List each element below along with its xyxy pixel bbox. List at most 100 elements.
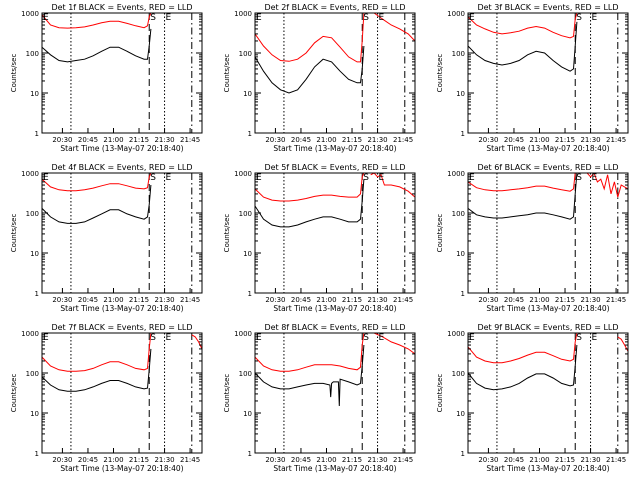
- chart-title: Det 1f BLACK = Events, RED = LLD: [51, 3, 192, 12]
- plot-frame: [254, 172, 416, 294]
- marker-e-label: E: [256, 333, 262, 343]
- marker-s-label: S: [363, 13, 369, 23]
- y-tick-label: 1000: [447, 330, 465, 338]
- series-group: [42, 173, 152, 224]
- series-line-lld: [42, 173, 152, 192]
- plot-frame: [467, 172, 629, 294]
- y-tick-label: 1: [35, 130, 39, 138]
- x-tick-label: 21:15: [129, 456, 149, 464]
- y-tick-label: 100: [452, 50, 465, 58]
- marker-e-label: E: [469, 173, 475, 183]
- chart-title: Det 8f BLACK = Events, RED = LLD: [264, 323, 405, 332]
- y-tick-label: 100: [26, 370, 39, 378]
- x-tick-label: 20:45: [291, 136, 311, 144]
- x-tick-label: 21:30: [154, 296, 174, 304]
- series-line-events: [255, 45, 365, 94]
- x-tick-label: 20:30: [265, 456, 285, 464]
- x-tick-label: 21:45: [180, 456, 200, 464]
- series-line-events: [42, 348, 152, 392]
- x-tick-label: 21:45: [606, 456, 626, 464]
- marker-e-label: E: [379, 13, 385, 23]
- chart-title: Det 7f BLACK = Events, RED = LLD: [51, 323, 192, 332]
- y-tick-label: 100: [452, 370, 465, 378]
- series-line-lld: [255, 333, 365, 372]
- series-line-events: [255, 344, 365, 407]
- x-tick-label: 21:30: [367, 456, 387, 464]
- series-line-lld: [42, 333, 152, 372]
- x-tick-label: 21:45: [180, 136, 200, 144]
- y-tick-label: 10: [243, 90, 252, 98]
- x-tick-label: 21:00: [316, 136, 336, 144]
- x-tick-label: 20:45: [78, 136, 98, 144]
- series-group: [255, 333, 415, 407]
- x-axis-label: Start Time (13-May-07 20:18:40): [486, 464, 609, 473]
- x-tick-label: 20:30: [52, 296, 72, 304]
- marker-e-label: E: [469, 333, 475, 343]
- series-group: [255, 173, 415, 228]
- y-tick-label: 1: [35, 290, 39, 298]
- x-axis-label: Start Time (13-May-07 20:18:40): [60, 144, 183, 153]
- x-tick-label: 21:00: [529, 136, 549, 144]
- x-tick-label: 20:45: [291, 456, 311, 464]
- plot-frame: [467, 12, 629, 134]
- marker-e-label: E: [256, 13, 262, 23]
- y-tick-label: 1: [35, 450, 39, 458]
- x-axis-label: Start Time (13-May-07 20:18:40): [486, 144, 609, 153]
- y-tick-label: 1000: [21, 10, 39, 18]
- y-tick-label: 1000: [21, 170, 39, 178]
- y-tick-label: 10: [30, 250, 39, 258]
- marker-s-label: S: [363, 333, 369, 343]
- chart-title: Det 5f BLACK = Events, RED = LLD: [264, 163, 405, 172]
- x-tick-label: 21:15: [342, 296, 362, 304]
- x-tick-label: 21:30: [580, 456, 600, 464]
- y-tick-label: 10: [243, 410, 252, 418]
- series-line-lld: [255, 173, 365, 202]
- y-tick-label: 10: [456, 410, 465, 418]
- plot-frame: [254, 332, 416, 454]
- x-tick-label: 21:00: [316, 296, 336, 304]
- y-axis-label: Counts/sec: [10, 374, 18, 413]
- y-tick-label: 1000: [234, 10, 252, 18]
- chart-title: Det 6f BLACK = Events, RED = LLD: [477, 163, 618, 172]
- x-tick-label: 20:30: [265, 296, 285, 304]
- x-tick-label: 20:45: [504, 296, 524, 304]
- x-tick-label: 20:30: [478, 296, 498, 304]
- y-axis-label: Counts/sec: [10, 214, 18, 253]
- marker-e-label: E: [166, 173, 172, 183]
- plot-frame: [41, 12, 203, 134]
- y-axis-label: Counts/sec: [10, 54, 18, 93]
- x-tick-label: 20:45: [504, 456, 524, 464]
- y-axis-label: Counts/sec: [436, 54, 444, 93]
- y-tick-label: 1: [461, 290, 465, 298]
- plot-frame: [254, 12, 416, 134]
- marker-s-label: S: [150, 13, 156, 23]
- chart-title: Det 9f BLACK = Events, RED = LLD: [477, 323, 618, 332]
- marker-e-label: E: [592, 173, 598, 183]
- x-tick-label: 21:15: [342, 136, 362, 144]
- series-line-events: [42, 184, 152, 224]
- y-tick-label: 10: [456, 90, 465, 98]
- x-tick-label: 21:15: [555, 136, 575, 144]
- x-tick-label: 21:00: [103, 296, 123, 304]
- series-line-lld: [42, 13, 152, 29]
- x-tick-label: 20:45: [78, 456, 98, 464]
- marker-s-label: S: [576, 173, 582, 183]
- chart-title: Det 3f BLACK = Events, RED = LLD: [477, 3, 618, 12]
- marker-s-label: S: [363, 173, 369, 183]
- x-tick-label: 21:30: [580, 136, 600, 144]
- series-line-lld-tail: [373, 13, 415, 42]
- series-line-lld: [468, 333, 578, 364]
- plot-frame: [41, 332, 203, 454]
- series-group: [42, 333, 202, 392]
- x-axis-label: Start Time (13-May-07 20:18:40): [60, 464, 183, 473]
- x-axis-label: Start Time (13-May-07 20:18:40): [273, 464, 396, 473]
- y-tick-label: 1: [461, 450, 465, 458]
- x-tick-label: 21:15: [555, 296, 575, 304]
- marker-e-label: E: [166, 333, 172, 343]
